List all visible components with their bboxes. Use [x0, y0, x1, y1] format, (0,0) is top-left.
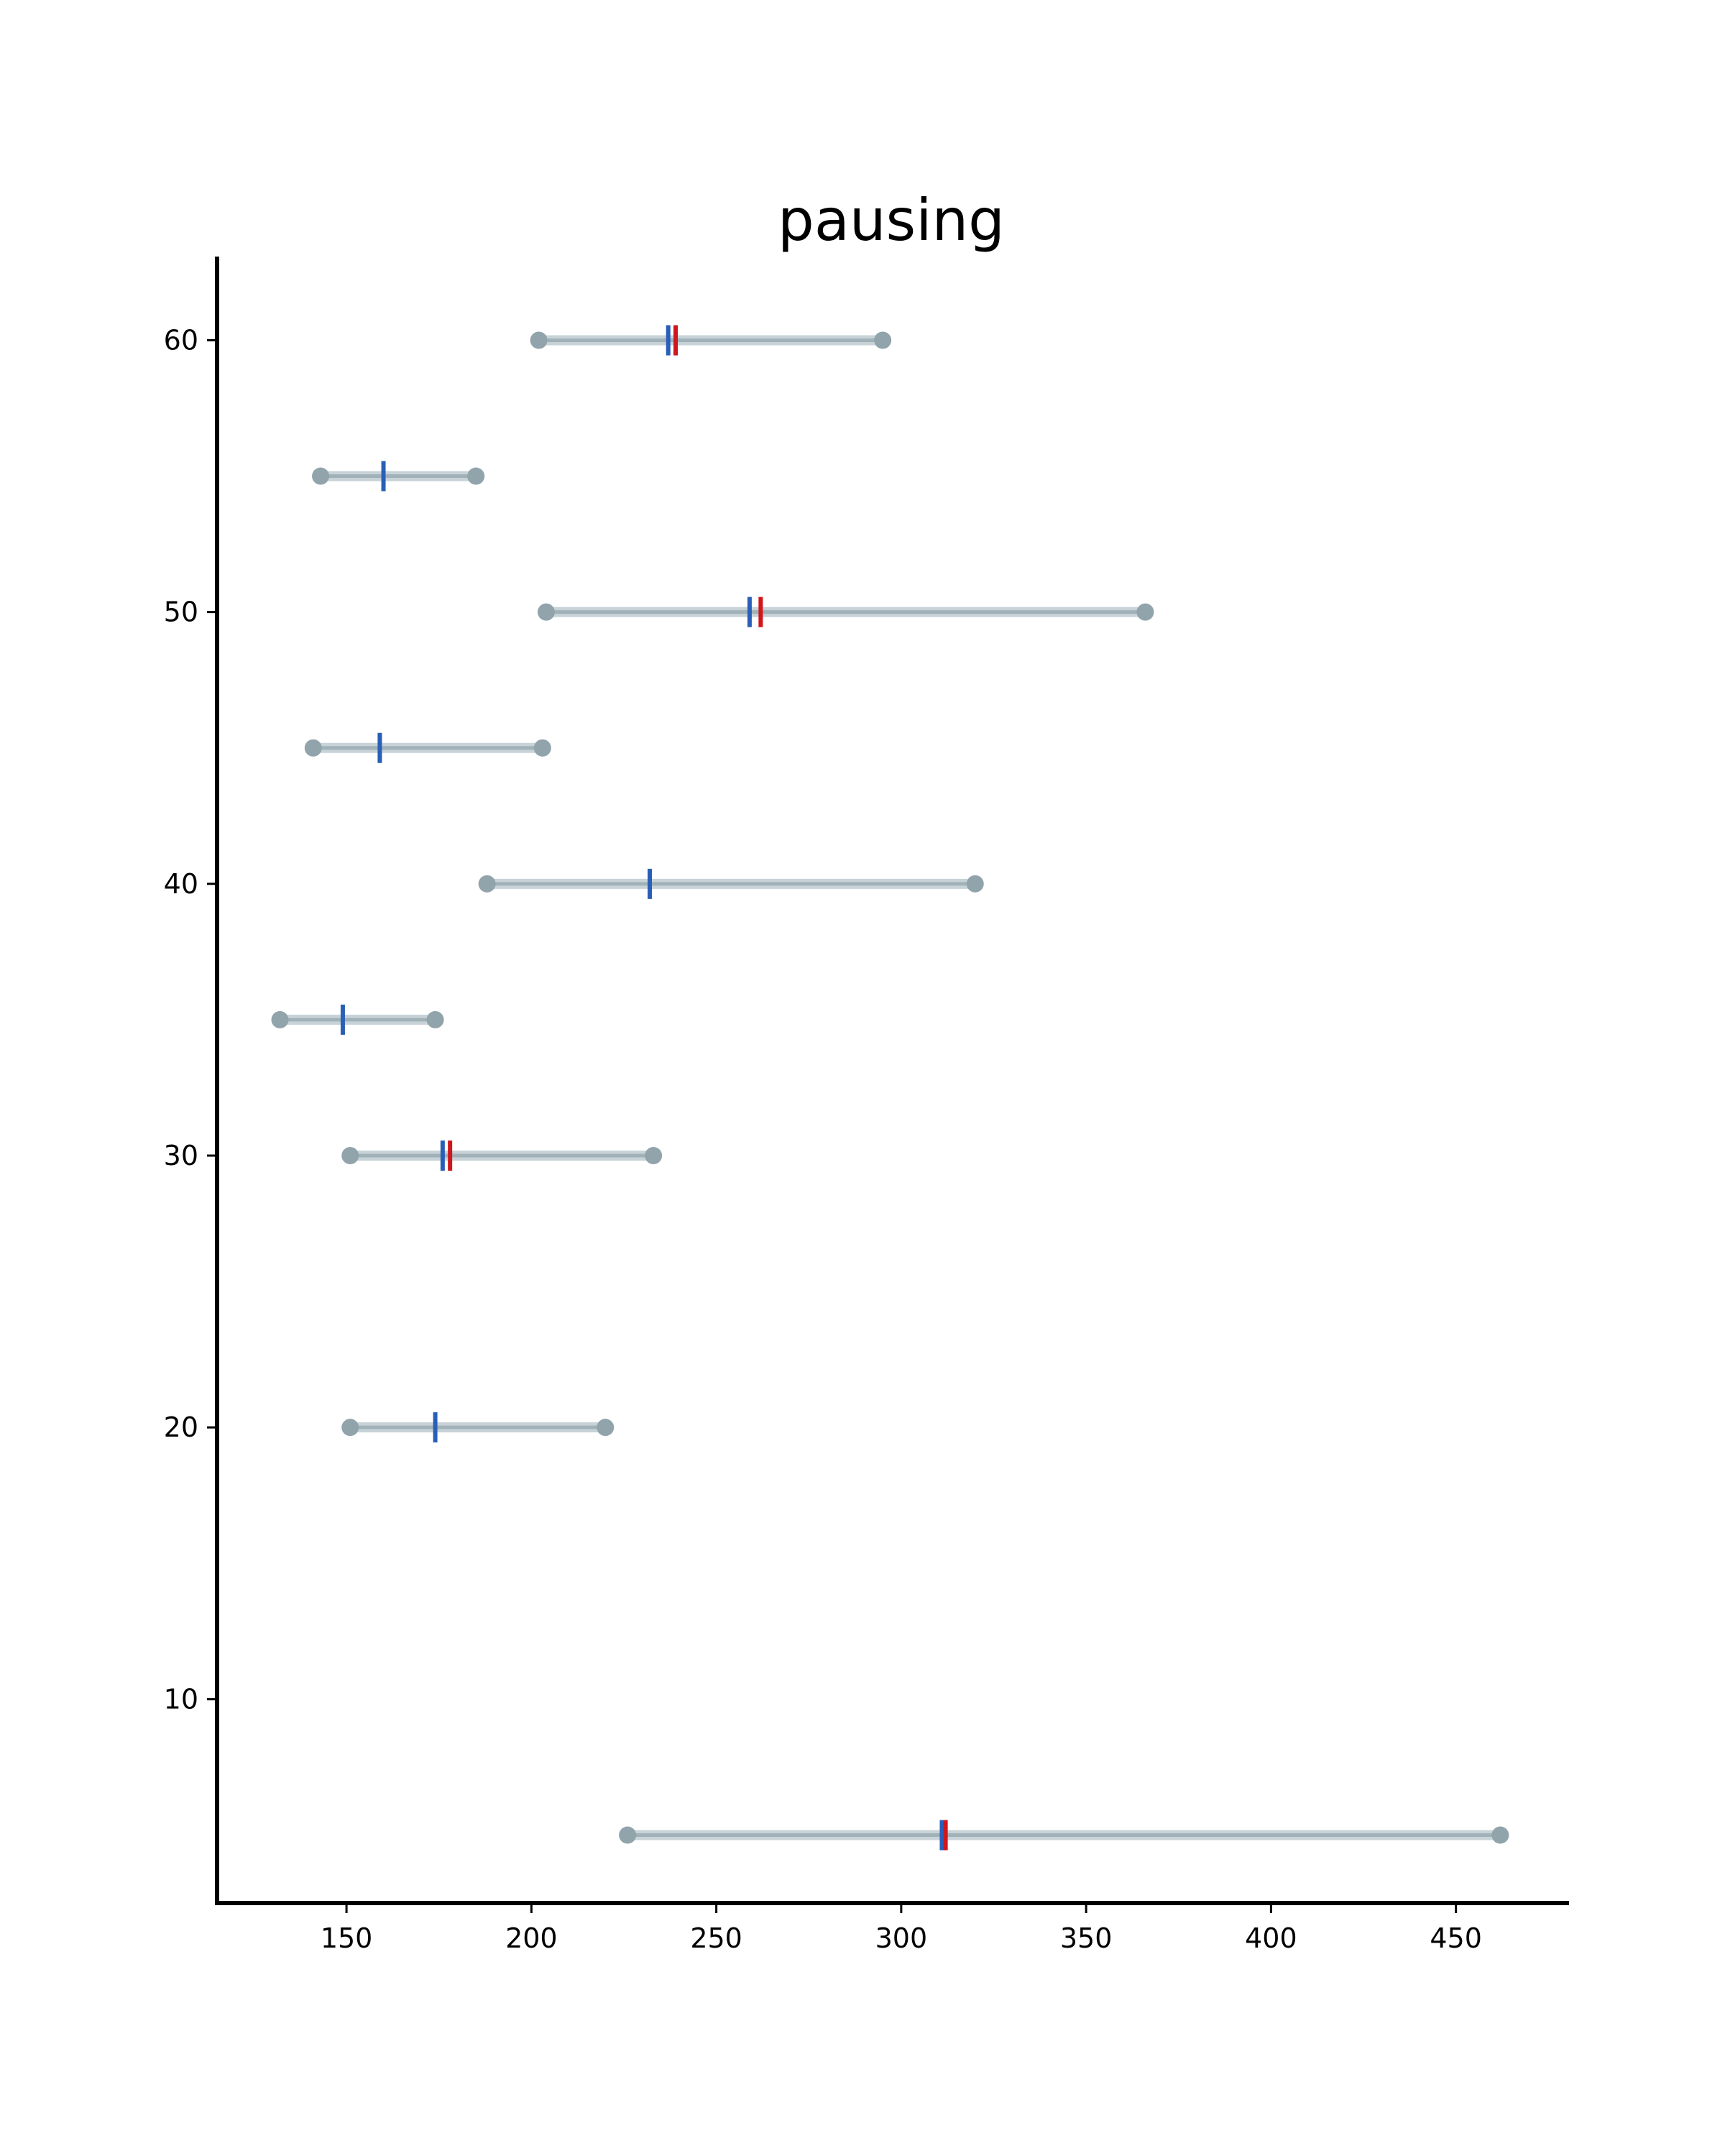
y-tick-label-10: 10 — [164, 1683, 198, 1715]
range-end-point-45 — [533, 739, 551, 757]
range-start-point-60 — [530, 331, 548, 349]
x-tick-label-300: 300 — [875, 1922, 928, 1954]
range-end-point-40 — [966, 875, 984, 893]
y-tick-label-60: 60 — [164, 324, 198, 356]
x-tick-label-350: 350 — [1060, 1922, 1113, 1954]
x-tick-label-400: 400 — [1245, 1922, 1297, 1954]
y-tick-label-40: 40 — [164, 868, 198, 900]
chart-axes: 150 200 250 300 350 400 450 10 20 30 40 50 60 — [164, 257, 1569, 1954]
range-end-point-50 — [1136, 603, 1154, 621]
range-end-point-55 — [467, 467, 485, 485]
y-tick-label-50: 50 — [164, 596, 198, 628]
range-end-point-5 — [1491, 1826, 1509, 1844]
range-start-point-20 — [341, 1419, 359, 1437]
range-start-point-30 — [341, 1147, 359, 1164]
x-tick-label-450: 450 — [1430, 1922, 1482, 1954]
chart-title: pausing — [778, 187, 1005, 254]
range-start-point-40 — [478, 875, 496, 893]
range-start-point-55 — [312, 467, 330, 485]
range-end-point-20 — [597, 1419, 615, 1437]
x-tick-label-200: 200 — [505, 1922, 558, 1954]
x-tick-label-150: 150 — [321, 1922, 373, 1954]
range-end-point-60 — [874, 331, 892, 349]
range-start-point-35 — [271, 1010, 289, 1028]
chart-marks — [271, 325, 1509, 1851]
range-start-point-45 — [304, 739, 322, 757]
x-tick-label-250: 250 — [690, 1922, 742, 1954]
range-end-point-35 — [426, 1010, 444, 1028]
range-start-point-50 — [537, 603, 555, 621]
range-start-point-5 — [619, 1826, 637, 1844]
y-tick-label-20: 20 — [164, 1411, 198, 1443]
y-tick-label-30: 30 — [164, 1140, 198, 1171]
range-end-point-30 — [645, 1147, 663, 1164]
